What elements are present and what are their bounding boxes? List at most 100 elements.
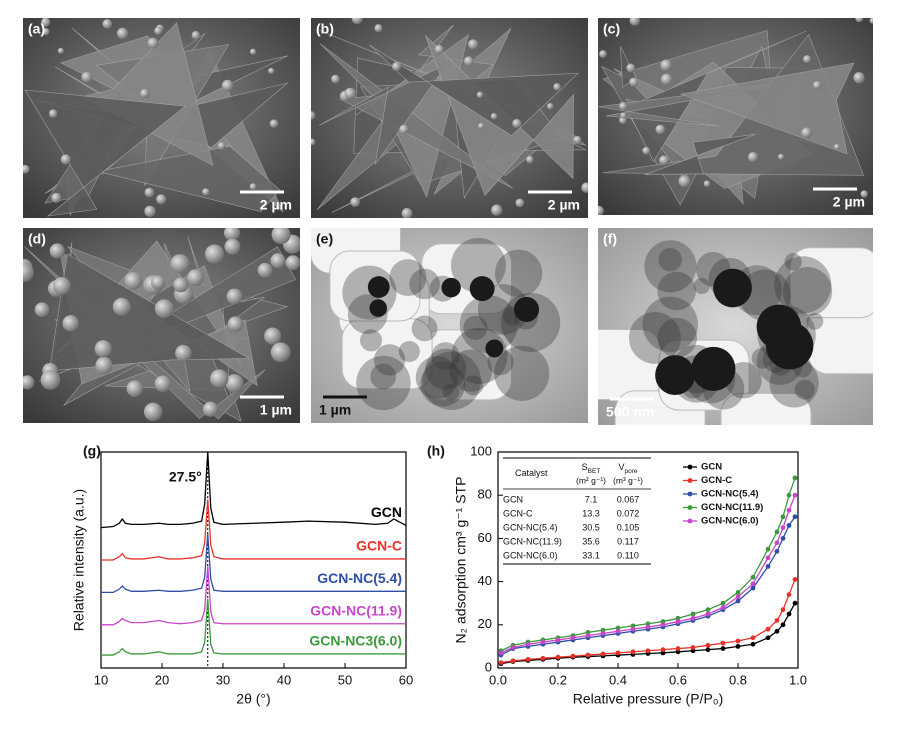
sphere (94, 340, 112, 358)
sphere (350, 197, 360, 207)
sphere (581, 182, 588, 193)
x-tick-label: 0.8 (729, 672, 747, 687)
y-axis-title: N₂ adsorption cm³ g⁻¹ STP (453, 477, 469, 644)
sphere (311, 111, 316, 120)
sphere (620, 112, 627, 119)
sheet (693, 277, 710, 295)
sheet (459, 295, 518, 354)
flake (97, 145, 281, 213)
sphere (660, 59, 673, 72)
sphere (515, 198, 525, 208)
x-tick-label: 60 (399, 672, 413, 687)
sphere (23, 164, 30, 174)
sphere (48, 109, 58, 118)
table-cell: GCN (503, 494, 523, 504)
panel-label: (g) (83, 443, 101, 459)
sphere (156, 194, 167, 205)
data-point (675, 619, 681, 624)
data-point (765, 564, 771, 569)
table-cell: 7.1 (585, 494, 598, 504)
table-cell: GCN-C (503, 508, 533, 518)
sphere (855, 18, 864, 23)
sphere (23, 375, 35, 390)
x-tick-label: 0.2 (549, 672, 567, 687)
sheet (415, 356, 459, 399)
legend-marker (687, 505, 693, 510)
panel-label: (a) (28, 21, 45, 37)
sphere (41, 18, 51, 27)
data-point (786, 592, 792, 597)
sphere (629, 18, 641, 26)
legend-label: GCN-NC(5.4) (701, 489, 759, 500)
data-point (786, 507, 792, 513)
scale-bar-label: 2 µm (260, 197, 292, 213)
scale-bar-label: 2 µm (548, 197, 580, 213)
data-point (735, 598, 741, 604)
panel-label: (c) (603, 21, 620, 37)
flake (24, 246, 266, 420)
support-film (720, 392, 812, 425)
sheet (463, 315, 488, 340)
flake (625, 30, 807, 163)
x-tick-label: 1.0 (789, 672, 807, 687)
sphere (226, 288, 243, 305)
sphere (95, 356, 113, 374)
sphere (619, 101, 628, 111)
sphere (81, 71, 93, 83)
sphere (626, 63, 636, 73)
sphere (469, 276, 495, 302)
sphere (154, 375, 172, 392)
table-cell: GCN-NC(11.9) (503, 536, 562, 546)
data-point (615, 628, 621, 634)
sphere (116, 27, 129, 40)
data-point (525, 656, 531, 662)
data-point (792, 514, 798, 520)
sheet (370, 363, 397, 390)
series-line (101, 534, 406, 594)
sphere (766, 322, 814, 370)
table-cell: 35.6 (582, 536, 600, 546)
sphere (553, 83, 561, 91)
micrograph (598, 228, 873, 425)
sheet (628, 311, 681, 364)
table-header: Catalyst (515, 468, 548, 478)
sphere (598, 205, 604, 215)
legend-marker (687, 464, 693, 470)
sphere (217, 142, 226, 150)
panel-label: (b) (316, 21, 334, 37)
table-cell: 0.072 (617, 508, 640, 518)
y-tick-label: 20 (478, 616, 492, 631)
data-point (774, 529, 780, 535)
panel-label: (h) (427, 443, 445, 459)
sphere (173, 277, 189, 293)
sheet (784, 253, 802, 271)
sphere (374, 24, 383, 33)
legend-label: GCN-NC(6.0) (701, 516, 759, 527)
sheet (494, 345, 550, 401)
sphere (434, 44, 444, 54)
sheet (644, 240, 697, 293)
sheet (657, 317, 698, 358)
sphere (778, 153, 785, 160)
sheet (658, 247, 682, 272)
data-point (540, 639, 546, 645)
sphere (271, 228, 291, 245)
sphere (401, 208, 413, 218)
data-point (780, 536, 786, 541)
data-point (774, 540, 780, 546)
sphere (257, 262, 273, 278)
flake (318, 63, 448, 165)
data-point (660, 647, 666, 653)
scale-bar-label: 500 nm (606, 404, 654, 420)
sphere (351, 18, 363, 25)
sheet (774, 256, 832, 314)
sphere (60, 154, 71, 165)
data-point (510, 658, 516, 664)
micrograph-content (311, 18, 588, 218)
sheet (409, 268, 440, 300)
sphere (57, 47, 64, 54)
sphere (112, 297, 131, 316)
x-tick-label: 30 (216, 672, 230, 687)
data-point (675, 646, 681, 651)
legend-label: GCN-NC(11.9) (701, 502, 763, 513)
